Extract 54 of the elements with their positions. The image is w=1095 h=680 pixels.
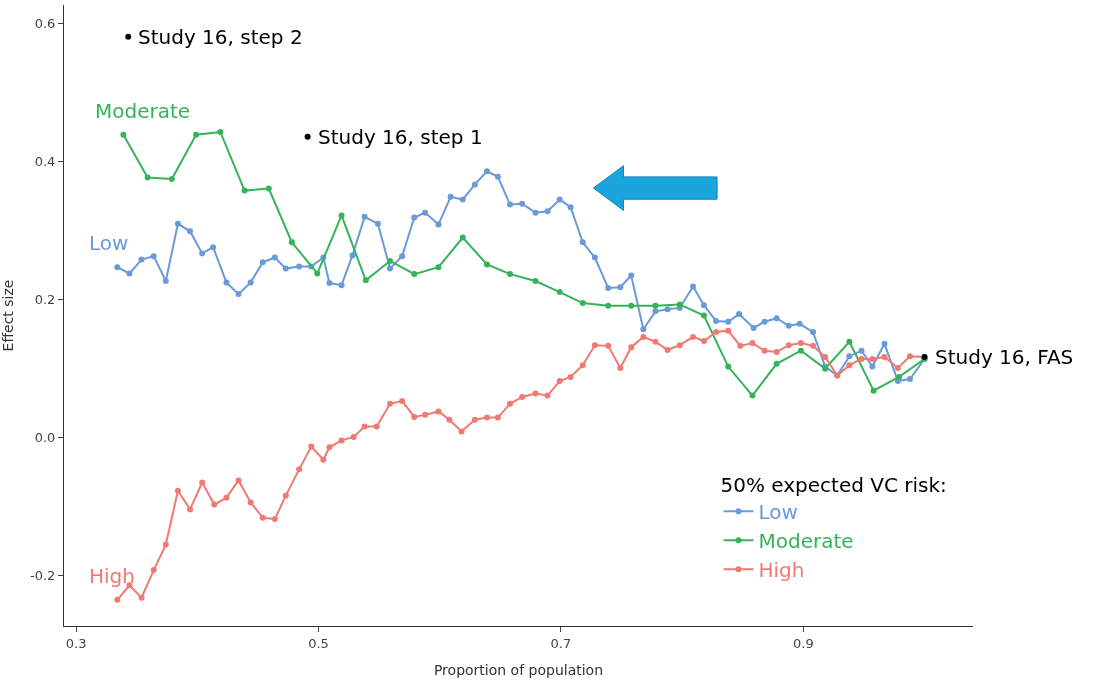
point [605, 302, 612, 309]
y-tick-label: 0.2 [34, 292, 56, 308]
point [362, 277, 369, 284]
x-tick-label: 0.3 [65, 635, 87, 651]
point [483, 261, 490, 268]
y-tick-label: 0.4 [34, 154, 56, 170]
point [870, 387, 877, 394]
point [168, 175, 175, 182]
legend-label: Low [758, 500, 798, 525]
legend-label: High [758, 558, 805, 583]
point [556, 289, 563, 296]
point [700, 312, 707, 319]
x-tick-label: 0.5 [308, 635, 329, 651]
point [532, 278, 539, 284]
x-axis-title: Proportion of population [433, 661, 604, 678]
annotation: Study 16, step 2 [138, 25, 303, 49]
y-tick-label: 0.6 [34, 16, 56, 32]
point [193, 131, 200, 138]
point [411, 271, 418, 278]
legend-label: Moderate [758, 529, 854, 554]
x-tick-label: 0.7 [550, 635, 572, 651]
point [304, 133, 311, 140]
annotation: Low [89, 231, 129, 255]
x-tick-label: 0.9 [792, 635, 814, 651]
point [749, 392, 756, 399]
point [387, 257, 394, 264]
point [896, 373, 903, 380]
annotation: Study 16, FAS [935, 345, 1074, 369]
annotation: Study 16, step 1 [318, 125, 483, 149]
y-tick-label: 0.0 [34, 430, 56, 446]
annotation: High [89, 564, 135, 588]
point [725, 363, 732, 370]
point [773, 360, 780, 367]
point [144, 174, 151, 181]
annotation: Moderate [95, 99, 191, 123]
point [288, 239, 295, 246]
point [338, 212, 345, 219]
point [797, 347, 804, 354]
point [241, 187, 248, 194]
point [628, 302, 635, 309]
point [652, 302, 659, 309]
point [314, 270, 321, 277]
point [579, 300, 586, 307]
point [846, 338, 853, 345]
point [217, 128, 224, 135]
y-tick-label: -0.2 [30, 568, 56, 584]
point [265, 185, 272, 192]
point [435, 264, 442, 271]
point [120, 131, 127, 138]
point [459, 234, 466, 241]
legend-title: 50% expected VC risk: [720, 472, 947, 497]
point [507, 271, 514, 278]
point [125, 33, 132, 40]
y-axis-title: Effect size [0, 279, 16, 352]
